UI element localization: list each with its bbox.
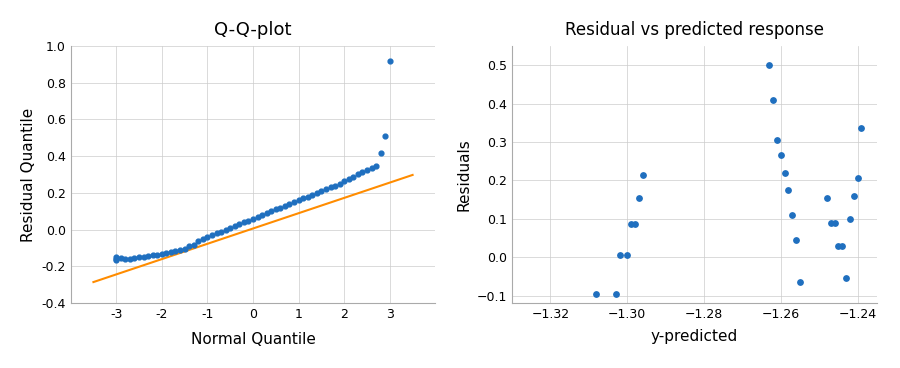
Point: [109, 256, 123, 262]
Point: [847, 193, 861, 199]
Point: [774, 152, 788, 158]
Point: [296, 195, 310, 201]
Point: [164, 249, 178, 255]
Point: [360, 167, 374, 173]
Point: [274, 205, 288, 210]
Point: [159, 250, 174, 256]
Point: [150, 252, 165, 258]
Point: [205, 232, 220, 238]
Point: [839, 275, 853, 281]
Point: [351, 171, 365, 177]
Point: [137, 254, 151, 260]
Point: [346, 174, 361, 180]
Point: [278, 203, 293, 209]
Point: [195, 236, 210, 242]
Point: [789, 237, 804, 243]
Point: [342, 176, 356, 182]
Point: [332, 181, 347, 187]
Point: [305, 192, 320, 198]
Point: [214, 229, 229, 234]
Point: [824, 220, 838, 226]
Point: [264, 208, 278, 214]
Point: [168, 248, 183, 254]
Point: [127, 255, 141, 261]
X-axis label: y-predicted: y-predicted: [651, 329, 738, 344]
Point: [122, 256, 137, 262]
Point: [356, 169, 370, 175]
Point: [590, 291, 604, 297]
Point: [627, 222, 642, 227]
Point: [378, 133, 392, 139]
Point: [762, 62, 777, 68]
Point: [118, 256, 132, 262]
Point: [835, 243, 850, 248]
Point: [778, 170, 792, 176]
Point: [827, 220, 842, 226]
Point: [620, 252, 634, 258]
Point: [323, 184, 338, 190]
Point: [141, 254, 156, 259]
Point: [219, 227, 233, 233]
Point: [319, 186, 333, 192]
Point: [232, 221, 247, 227]
Point: [173, 247, 187, 253]
Point: [292, 197, 306, 203]
Point: [223, 225, 238, 231]
Point: [146, 252, 160, 258]
Point: [328, 183, 342, 188]
Point: [785, 212, 799, 218]
Point: [374, 149, 388, 155]
Point: [632, 195, 646, 201]
Point: [268, 206, 283, 212]
Point: [255, 212, 269, 218]
Y-axis label: Residual Quantile: Residual Quantile: [21, 107, 36, 242]
Title: Q-Q-plot: Q-Q-plot: [214, 21, 292, 39]
Title: Residual vs predicted response: Residual vs predicted response: [565, 21, 824, 39]
Point: [200, 234, 214, 240]
Point: [228, 223, 242, 229]
Point: [155, 251, 169, 256]
Point: [310, 190, 324, 196]
Point: [131, 254, 146, 260]
X-axis label: Normal Quantile: Normal Quantile: [191, 332, 315, 347]
Point: [237, 219, 251, 225]
Point: [191, 238, 205, 244]
Point: [186, 243, 201, 248]
Point: [832, 243, 846, 248]
Point: [246, 216, 260, 222]
Point: [766, 97, 780, 103]
Point: [287, 199, 302, 205]
Point: [624, 222, 638, 227]
Point: [109, 254, 123, 260]
Point: [793, 279, 807, 285]
Point: [177, 246, 192, 252]
Y-axis label: Residuals: Residuals: [456, 138, 472, 211]
Point: [241, 217, 256, 223]
Point: [259, 210, 274, 216]
Point: [369, 163, 383, 169]
Point: [842, 216, 857, 222]
Point: [850, 176, 865, 181]
Point: [612, 252, 626, 258]
Point: [364, 165, 379, 171]
Point: [109, 257, 123, 263]
Point: [337, 178, 351, 184]
Point: [608, 291, 623, 297]
Point: [113, 255, 128, 261]
Point: [635, 171, 650, 177]
Point: [770, 137, 784, 143]
Point: [182, 243, 196, 249]
Point: [820, 195, 834, 201]
Point: [854, 125, 868, 131]
Point: [314, 188, 328, 194]
Point: [210, 230, 224, 236]
Point: [283, 201, 297, 207]
Point: [250, 214, 265, 220]
Point: [301, 194, 315, 199]
Point: [382, 58, 397, 64]
Point: [781, 187, 796, 193]
